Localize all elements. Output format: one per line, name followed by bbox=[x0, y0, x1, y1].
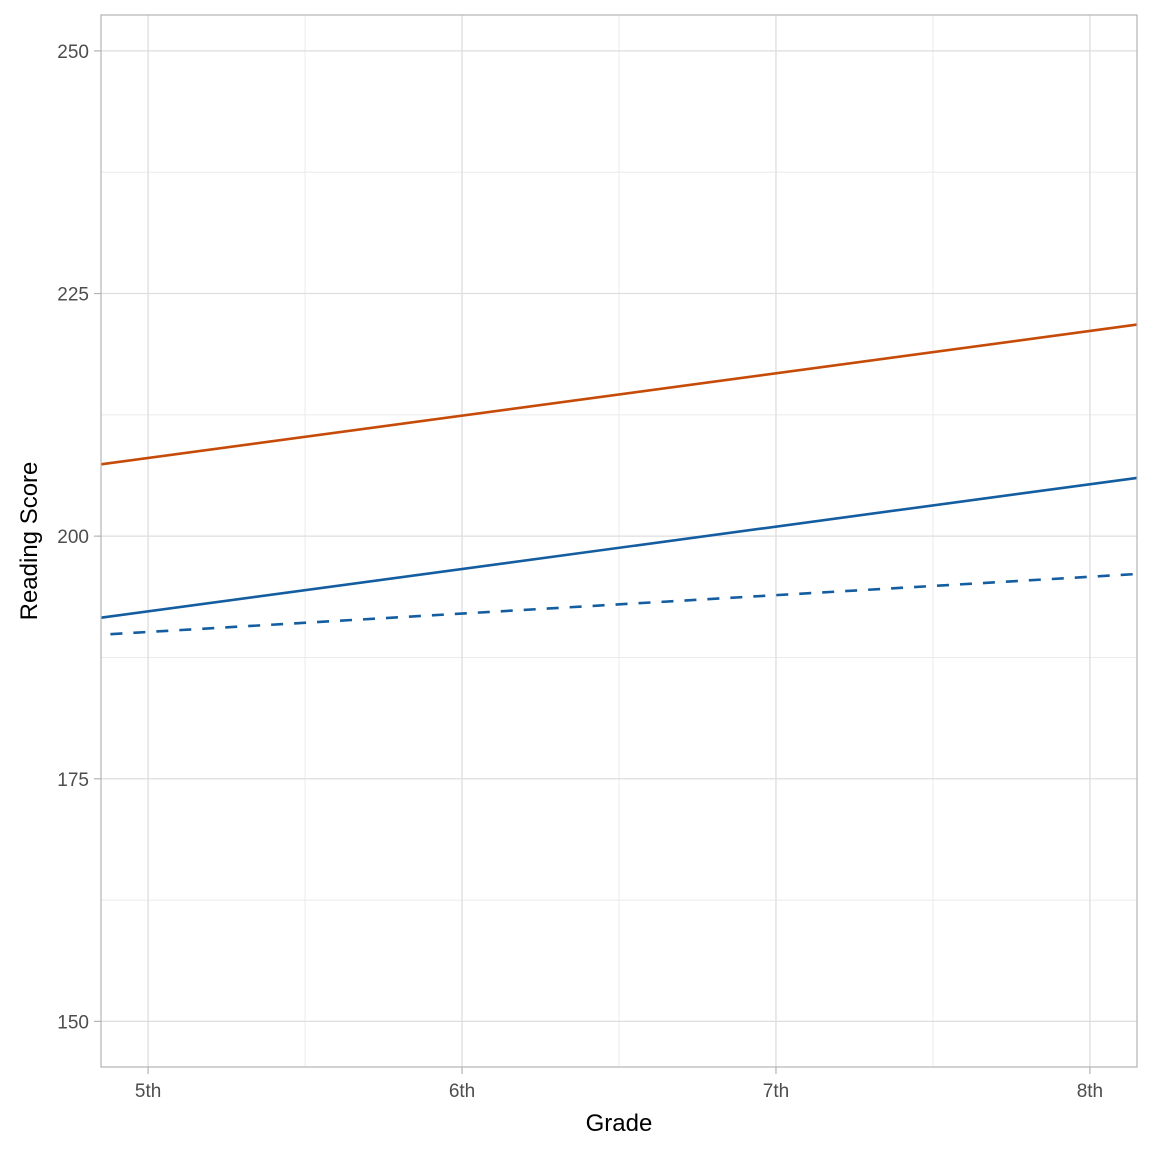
minor-gridlines bbox=[101, 15, 1137, 1067]
series-line-blue-dashed bbox=[110, 572, 1138, 636]
y-tick-label: 200 bbox=[57, 527, 89, 548]
x-axis-title: Grade bbox=[586, 1110, 653, 1137]
x-axis-ticks: 5th 6th 7th 8th bbox=[135, 1067, 1103, 1102]
panel-border bbox=[100, 14, 1138, 1068]
major-gridlines bbox=[101, 15, 1137, 1067]
y-tick-label: 175 bbox=[57, 770, 89, 791]
x-tick-label: 7th bbox=[763, 1081, 789, 1102]
data-series bbox=[100, 323, 1138, 636]
series-line-orange-solid bbox=[100, 323, 1138, 466]
x-tick-label: 8th bbox=[1077, 1081, 1103, 1102]
y-axis-title: Reading Score bbox=[16, 462, 43, 621]
y-tick-label: 150 bbox=[57, 1012, 89, 1033]
y-axis-ticks: 150 175 200 225 250 bbox=[57, 42, 101, 1033]
x-tick-label: 5th bbox=[135, 1081, 161, 1102]
x-tick-label: 6th bbox=[449, 1081, 475, 1102]
series-line-blue-solid bbox=[100, 476, 1138, 619]
y-tick-label: 250 bbox=[57, 42, 89, 63]
y-tick-label: 225 bbox=[57, 285, 89, 306]
